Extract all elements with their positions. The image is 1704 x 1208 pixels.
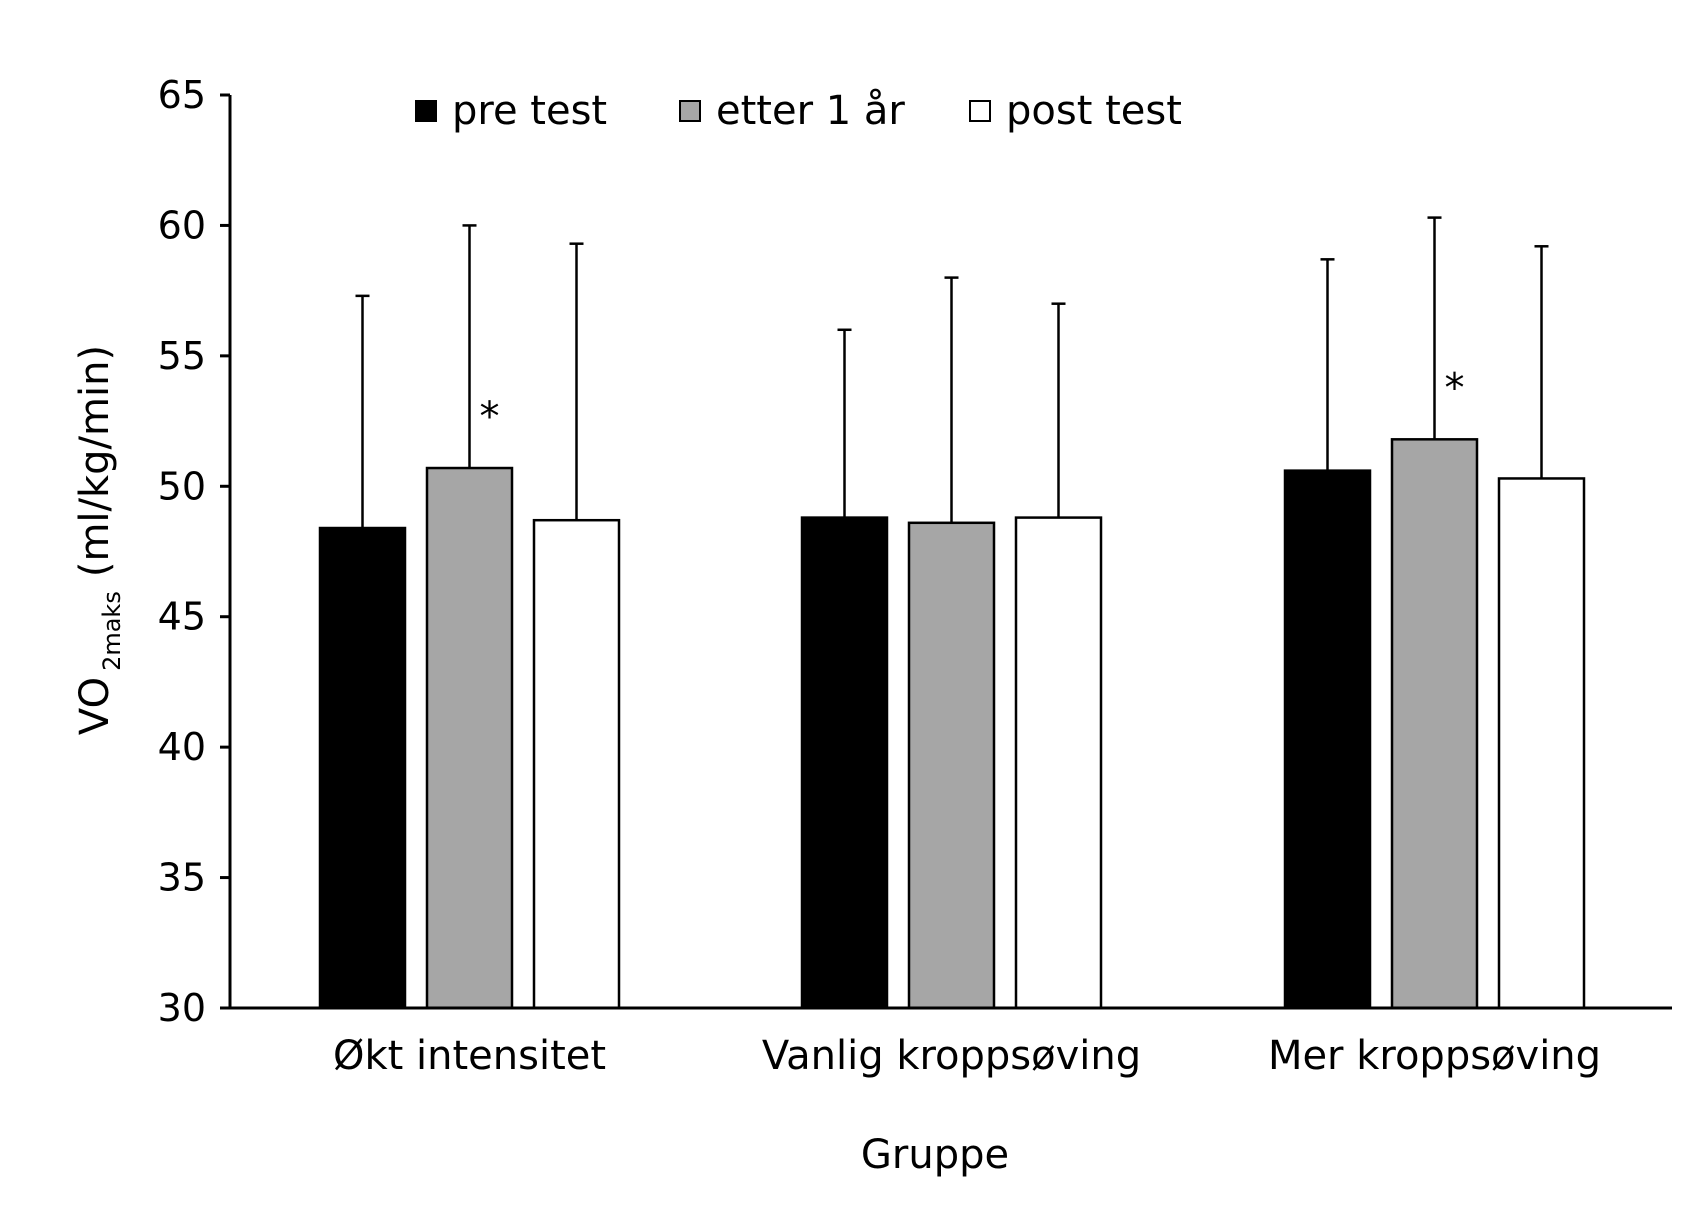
annotations: **: [480, 365, 1465, 440]
bar-0-1: [800, 516, 889, 1010]
bars: [318, 438, 1586, 1010]
y-tick-label-7: 65: [158, 73, 206, 117]
bar-0-2: [1283, 469, 1372, 1010]
error-bar-2-1: [1051, 302, 1066, 518]
legend: pre test etter 1 år post test: [415, 88, 1182, 134]
legend-item-0: pre test: [415, 88, 607, 134]
bar-2-1: [1014, 516, 1103, 1010]
y-axis-title-sub: 2maks: [98, 591, 126, 671]
category-label-2: Mer kroppsøving: [1268, 1033, 1601, 1079]
legend-swatch-1: [679, 100, 701, 122]
y-tick-label-2: 40: [158, 725, 206, 769]
error-bar-1-2: [1427, 216, 1442, 440]
legend-label-1: etter 1 år: [716, 88, 905, 134]
error-bar-1-1: [944, 276, 959, 523]
error-bars: [355, 216, 1549, 529]
y-tick-label-1: 35: [158, 856, 206, 900]
legend-swatch-2: [969, 100, 991, 122]
legend-item-1: etter 1 år: [679, 88, 905, 134]
y-ticks: 30 35 40 45 50 55 60 65: [158, 73, 230, 1030]
error-bar-0-0: [355, 294, 370, 529]
bar-2-2: [1497, 477, 1586, 1010]
category-labels: Økt intensitet Vanlig kroppsøving Mer krop…: [333, 1033, 1601, 1079]
x-axis-title: Gruppe: [861, 1132, 1009, 1178]
bar-1-0: [425, 466, 514, 1010]
bar-1-2: [1390, 438, 1479, 1010]
y-tick-label-4: 50: [158, 464, 206, 508]
svg-text:VO2maks(ml/kg/min): VO 2maks (ml/kg/min): [72, 345, 126, 735]
error-bar-0-1: [837, 328, 852, 518]
annotation-asterisk-1: *: [1445, 365, 1465, 411]
y-tick-label-0: 30: [158, 986, 206, 1030]
legend-swatch-0: [415, 100, 437, 122]
legend-item-2: post test: [969, 88, 1182, 134]
error-bar-0-2: [1320, 258, 1335, 471]
category-label-1: Vanlig kroppsøving: [762, 1033, 1141, 1079]
legend-label-2: post test: [1006, 88, 1182, 134]
error-bar-1-0: [462, 224, 477, 469]
y-axis-title-main: VO: [72, 677, 118, 735]
legend-label-0: pre test: [452, 88, 607, 134]
bar-2-0: [532, 518, 621, 1010]
axes: [228, 95, 1672, 1010]
y-tick-label-6: 60: [158, 203, 206, 247]
bar-0-0: [318, 526, 407, 1010]
error-bar-2-0: [569, 242, 584, 521]
category-label-0: Økt intensitet: [333, 1033, 606, 1079]
error-bar-2-2: [1534, 245, 1549, 479]
y-tick-label-3: 45: [158, 595, 206, 639]
y-axis-title: VO 2maks (ml/kg/min): [72, 345, 126, 735]
y-axis-title-unit: (ml/kg/min): [72, 345, 118, 577]
y-tick-label-5: 55: [158, 334, 206, 378]
bar-1-1: [907, 521, 996, 1010]
annotation-asterisk-0: *: [480, 394, 500, 440]
